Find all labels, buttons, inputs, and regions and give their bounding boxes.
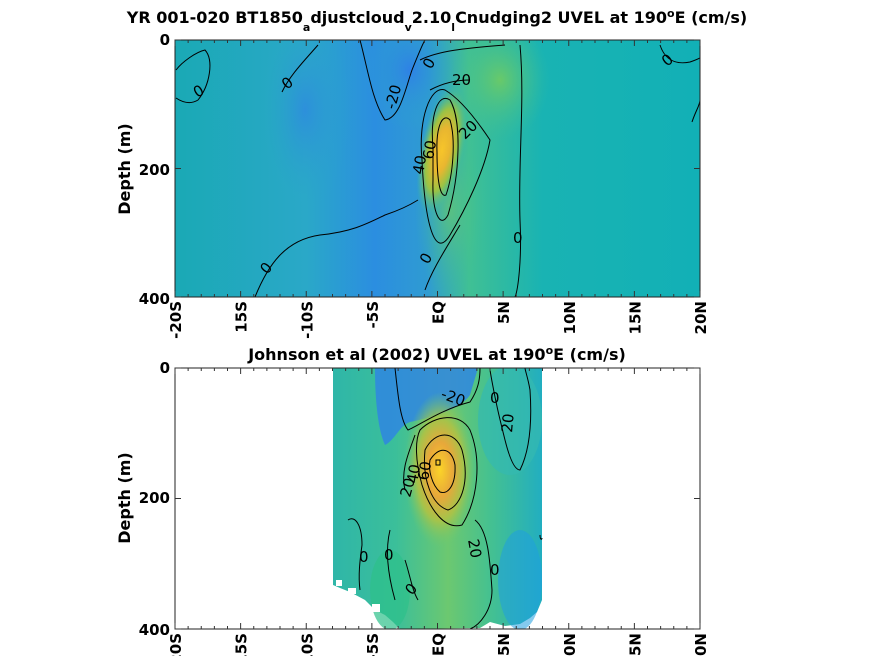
panel1-ticks <box>174 39 701 298</box>
panel2-yticklabels: 0 200 400 <box>139 359 170 639</box>
contour-label: 40 <box>403 463 424 485</box>
ytick-label: 400 <box>139 290 170 308</box>
panel2-ylabel: Depth (m) <box>115 452 134 544</box>
panel-model: YR 001-020 BT1850adjustcloudv2.10lCnudgi… <box>115 7 747 339</box>
xtick-label: 20N <box>692 301 710 334</box>
xtick-label: 15N <box>626 633 644 656</box>
ytick-label: 200 <box>139 161 170 179</box>
contour-label: 0 <box>384 546 394 564</box>
contour-label: 60 <box>414 460 435 482</box>
contour-label: 20 <box>452 71 471 89</box>
panel1-title: YR 001-020 BT1850adjustcloudv2.10lCnudgi… <box>126 7 747 34</box>
xtick-label: 5N <box>495 633 513 656</box>
ytick-label: 0 <box>160 31 170 49</box>
xtick-label: -20S <box>167 301 185 339</box>
contour-label: 20 <box>464 538 485 560</box>
ytick-label: 400 <box>139 621 170 639</box>
xtick-label: -5S <box>364 633 382 656</box>
ytick-label: 200 <box>139 489 170 507</box>
panel1-contours <box>175 40 700 297</box>
panel2-title: Johnson et al (2002) UVEL at 190oE (cm/s… <box>247 344 626 364</box>
contour-label: 0 <box>490 389 500 407</box>
contour-label: 20 <box>396 476 418 499</box>
panel2-contours <box>347 368 543 629</box>
panel-observations: Johnson et al (2002) UVEL at 190oE (cm/s… <box>115 344 710 656</box>
xtick-label: -10S <box>298 301 316 339</box>
xtick-label: 15S <box>233 301 251 333</box>
panel1-heatmap <box>175 40 700 297</box>
ytick-label: 0 <box>160 359 170 377</box>
xtick-label: 15N <box>626 301 644 334</box>
panel2-heatmap <box>333 368 542 629</box>
panel2-ticks <box>174 367 701 630</box>
xtick-label: 5N <box>495 301 513 324</box>
contour-label: 60 <box>419 139 440 161</box>
panel2-xticklabels: -20S 15S -10S -5S EQ 5N 10N 15N 20N <box>167 633 710 656</box>
panel1-ylabel: Depth (m) <box>115 123 134 215</box>
contour-label: 0 <box>490 561 500 579</box>
xtick-label: 10N <box>561 301 579 334</box>
xtick-label: -20S <box>167 633 185 656</box>
xtick-label: -5S <box>364 301 382 328</box>
contour-label: 0 <box>359 548 369 566</box>
panel1-xticklabels: -20S 15S -10S -5S EQ 5N 10N 15N 20N <box>167 301 710 339</box>
panel1-yticklabels: 0 200 400 <box>139 31 170 308</box>
contour-label: 40 <box>409 154 430 176</box>
contour-label: 0 <box>513 229 523 247</box>
xtick-label: EQ <box>430 633 448 656</box>
xtick-label: 15S <box>233 633 251 656</box>
xtick-label: 10N <box>561 633 579 656</box>
xtick-label: EQ <box>430 301 448 324</box>
xtick-label: 20N <box>692 633 710 656</box>
contour-label: -20 <box>381 83 405 111</box>
xtick-label: -10S <box>298 633 316 656</box>
contour-label: 20 <box>498 413 518 434</box>
